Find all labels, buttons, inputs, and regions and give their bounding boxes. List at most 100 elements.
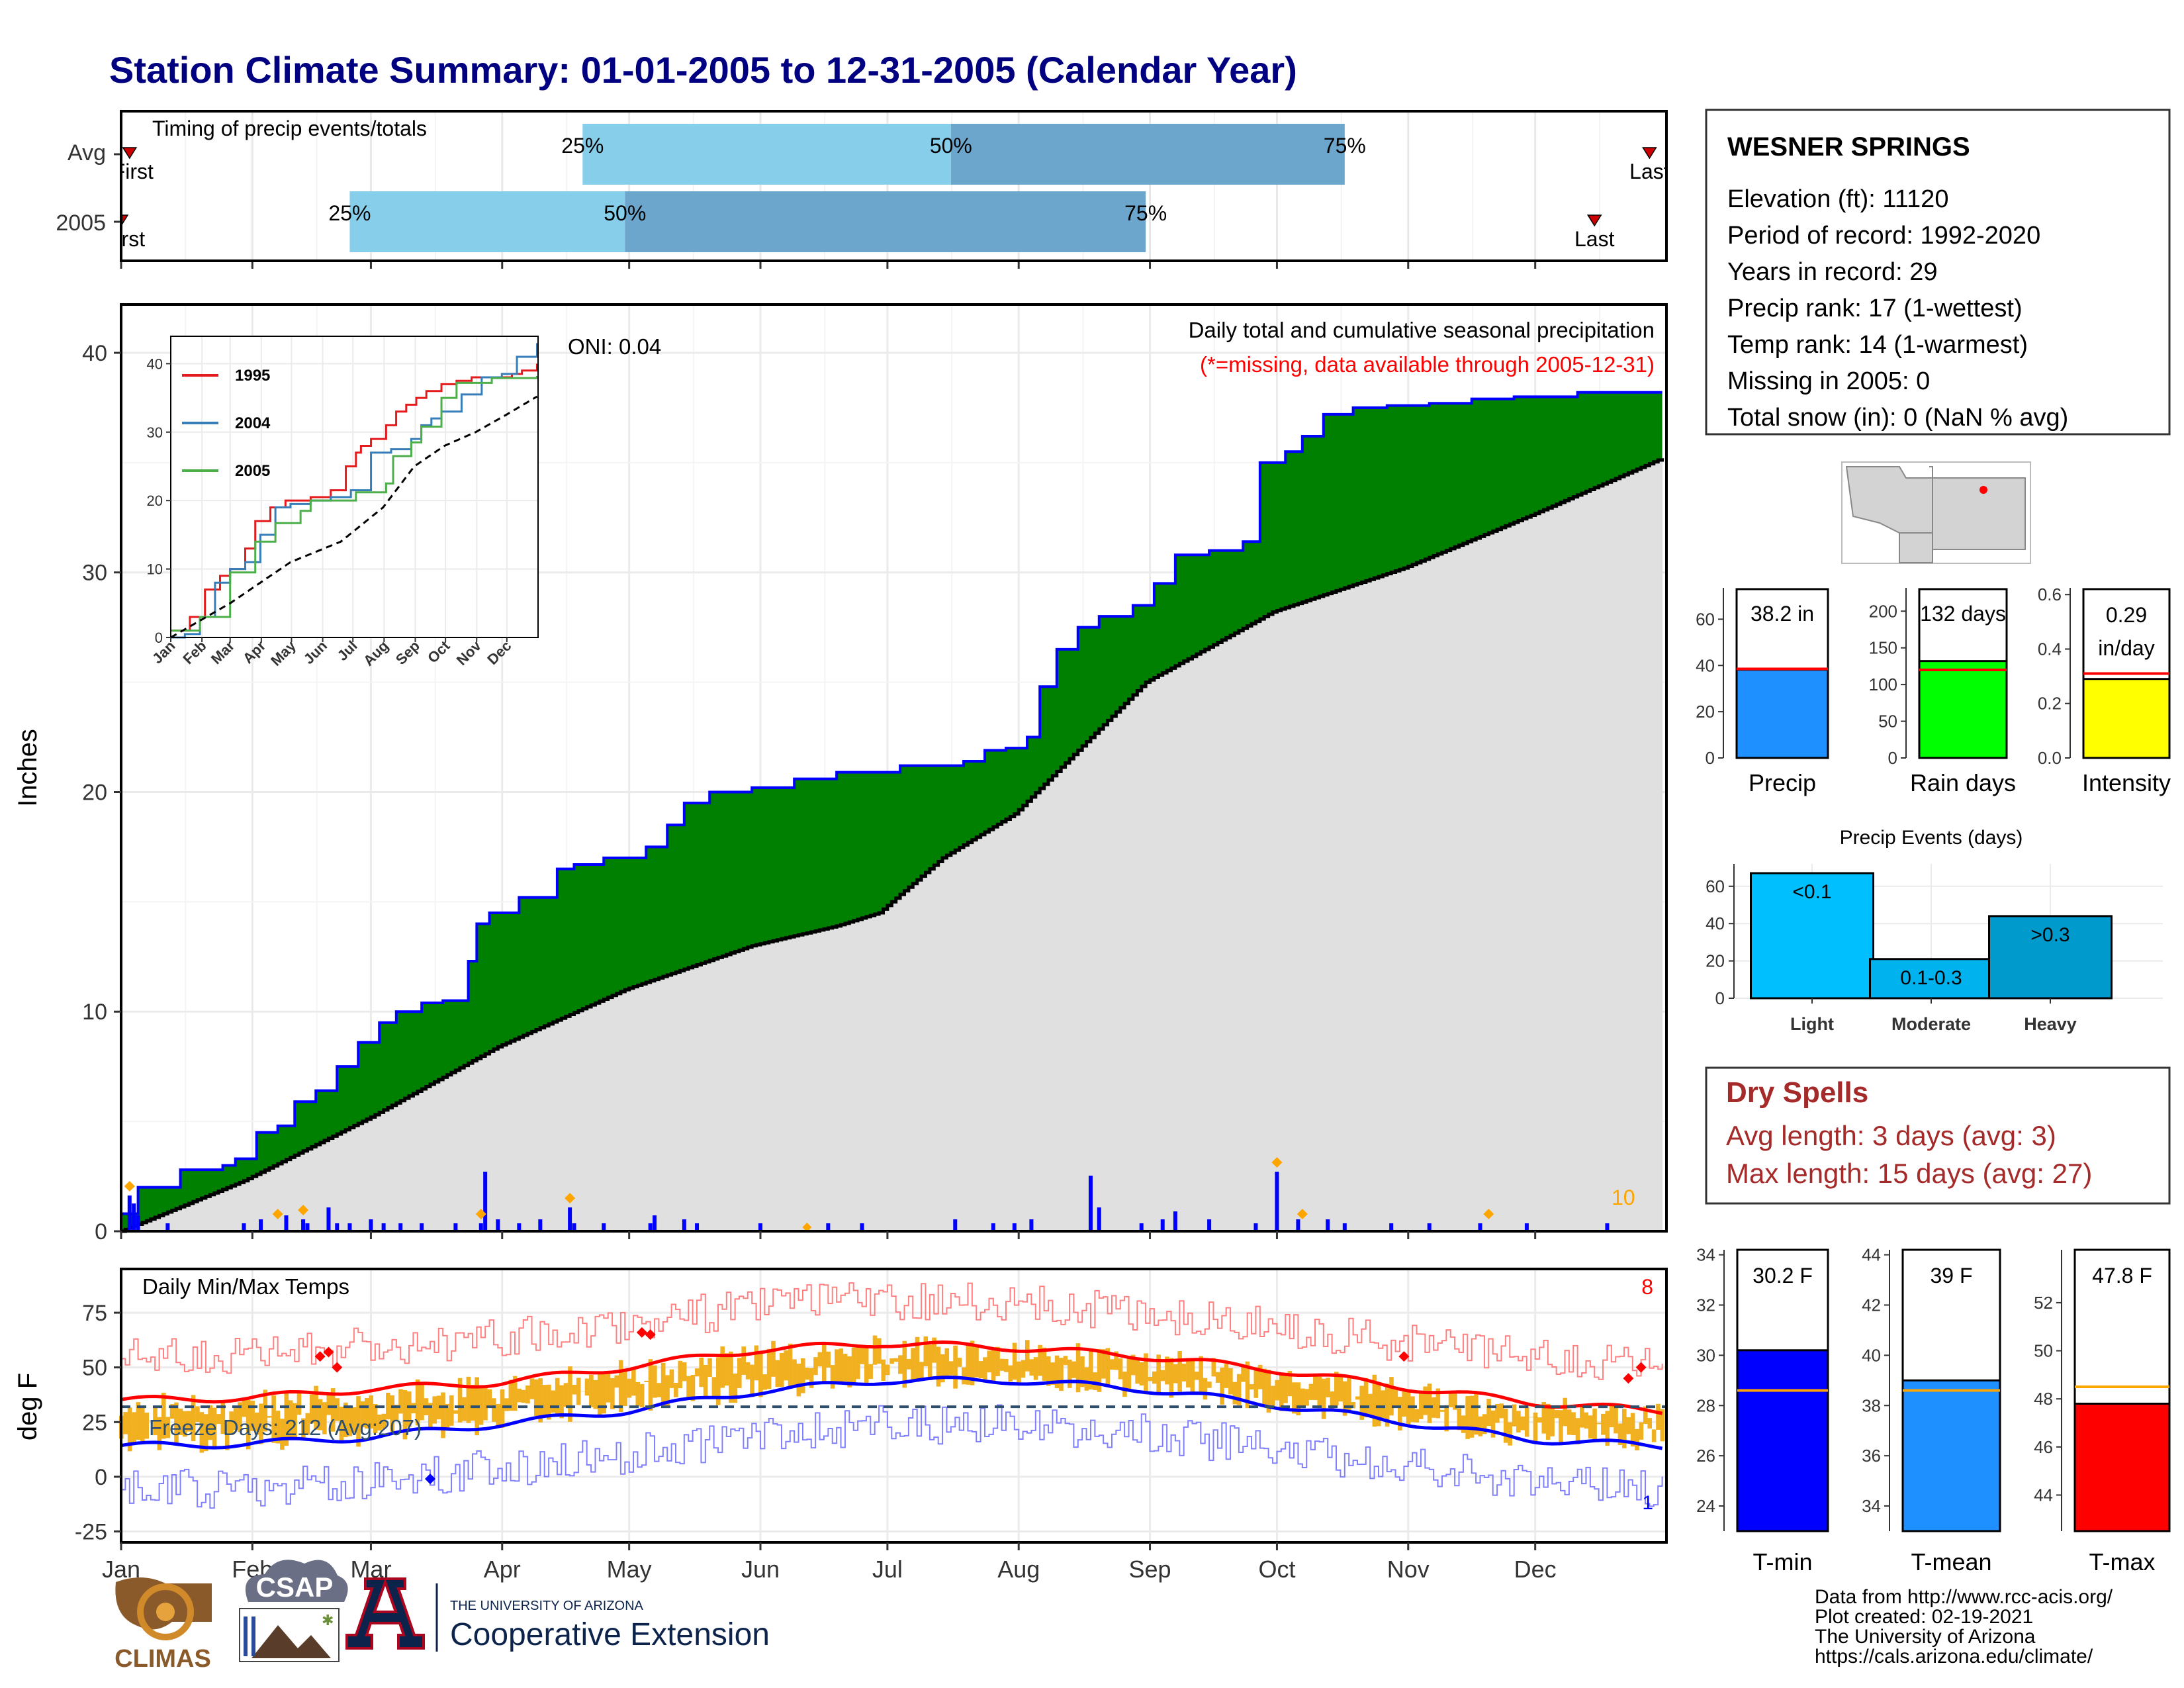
daily-temp-bar (157, 1417, 162, 1450)
summary-bar-value: 0.29 (2106, 603, 2147, 627)
daily-temp-bar (542, 1385, 547, 1418)
extreme-precip-marker (1483, 1209, 1494, 1219)
daily-precip-bar (398, 1223, 403, 1231)
daily-temp-bar (779, 1352, 784, 1387)
first-event-label: First (104, 227, 145, 251)
university-of-arizona-logo[interactable]: THE UNIVERSITY OF ARIZONA Cooperative Ex… (345, 1577, 770, 1652)
month-label: Nov (1387, 1556, 1430, 1583)
summary-y-tick-label: 0.0 (2038, 748, 2062, 768)
credits: Data from http://www.rcc-acis.org/ Plot … (1815, 1586, 2113, 1667)
summary-y-tick-label: 40 (1696, 655, 1715, 675)
daily-temp-bar (881, 1359, 886, 1382)
daily-temp-bar (678, 1360, 683, 1389)
summary-y-tick-label: 150 (1869, 638, 1897, 658)
dry-spells-avg: Avg length: 3 days (avg: 3) (1726, 1120, 2056, 1151)
events-y-tick-label: 0 (1715, 988, 1725, 1008)
daily-temp-bar (136, 1402, 141, 1440)
daily-temp-bar (512, 1376, 518, 1411)
csap-logo[interactable]: CSAP ✱ (239, 1560, 348, 1662)
daily-temp-bar (623, 1368, 627, 1407)
daily-precip-bar (136, 1215, 140, 1231)
daily-temp-bar (1465, 1396, 1470, 1439)
temp-y-axis-label: deg F (13, 1373, 42, 1440)
daily-temp-bar (182, 1411, 187, 1437)
daily-temp-bar (563, 1383, 569, 1407)
daily-temp-bar (407, 1391, 412, 1427)
daily-temp-bar (1478, 1416, 1483, 1436)
daily-temp-bar (1541, 1402, 1547, 1434)
inset-x-tick-label: Apr (240, 637, 269, 667)
daily-temp-bar (390, 1395, 395, 1432)
daily-precip-bar (648, 1223, 653, 1231)
daily-temp-bar (1084, 1367, 1089, 1391)
temp-summary-y-tick-label: 26 (1696, 1446, 1715, 1466)
temp-summary-y-tick-label: 52 (2034, 1293, 2053, 1313)
daily-temp-bar (275, 1411, 281, 1444)
dry-spells-title: Dry Spells (1726, 1076, 1868, 1109)
daily-temp-bar (1490, 1410, 1496, 1438)
credit-line-4: https://cals.arizona.edu/climate/ (1815, 1646, 2093, 1667)
temp-summary-y-tick-label: 48 (2034, 1389, 2053, 1409)
temperature-summary-bars: 24 26 28 30 32 34 30.2 F T-min 34 36 38 40 42 44 39 F T… (1696, 1245, 2171, 1575)
daily-temp-bar (415, 1379, 420, 1426)
daily-precip-bar (1427, 1223, 1432, 1231)
daily-temp-bar (250, 1401, 255, 1431)
extreme-precip-marker (1271, 1157, 1283, 1168)
events-bar-label: 0.1-0.3 (1900, 967, 1962, 989)
daily-temp-bar (1139, 1362, 1144, 1385)
daily-temp-bar (533, 1379, 539, 1416)
daily-temp-bar (369, 1395, 374, 1429)
daily-temp-bar (203, 1414, 208, 1452)
daily-temp-bar (741, 1346, 746, 1375)
daily-temp-bar (254, 1412, 259, 1435)
climas-logo[interactable]: CLIMAS (114, 1577, 212, 1673)
daily-precip-bar (242, 1223, 246, 1231)
cold-count-label: 1 (1642, 1492, 1653, 1514)
daily-temp-bar (758, 1353, 763, 1397)
daily-temp-bar (296, 1390, 302, 1415)
last-event-marker (1586, 214, 1602, 227)
temp-summary-y-tick-label: 44 (2034, 1485, 2053, 1505)
csap-logo-text: CSAP (256, 1571, 334, 1603)
daily-temp-bar (784, 1350, 788, 1381)
record-low-marker (425, 1474, 435, 1485)
daily-temp-bar (766, 1348, 772, 1389)
daily-temp-bar (1614, 1406, 1618, 1434)
daily-precip-bar (1326, 1219, 1330, 1231)
daily-precip-bar (1088, 1176, 1093, 1231)
daily-temp-bar (1338, 1376, 1343, 1402)
daily-temp-bar (330, 1388, 336, 1432)
daily-precip-bar (1139, 1223, 1144, 1231)
daily-temp-bar (635, 1382, 641, 1407)
daily-temp-bar (1347, 1375, 1351, 1412)
daily-temp-bar (1520, 1416, 1525, 1430)
events-bar-label: >0.3 (2030, 924, 2070, 946)
month-label: Aug (997, 1556, 1040, 1583)
inset-y-tick-label: 30 (147, 424, 163, 441)
daily-temp-bar (1215, 1372, 1220, 1383)
precip-panel-title: Daily total and cumulative seasonal prec… (1189, 318, 1655, 342)
daily-precip-bar (259, 1219, 263, 1231)
avg-min-temp-line (120, 1376, 1663, 1450)
daily-precip-bar (602, 1223, 606, 1231)
daily-temp-bar (335, 1398, 340, 1421)
daily-temp-bar (1067, 1359, 1072, 1388)
daily-temp-bar (860, 1346, 865, 1364)
daily-temp-bar (1495, 1403, 1500, 1423)
daily-temp-bar (1439, 1409, 1445, 1412)
daily-temp-bar (800, 1358, 805, 1393)
record-high-marker (1623, 1373, 1634, 1384)
daily-temp-bar (326, 1395, 332, 1415)
daily-temp-bar (775, 1360, 780, 1387)
month-label: Dec (1514, 1556, 1557, 1583)
daily-min-record-line (121, 1404, 1663, 1509)
summary-y-tick-label: 20 (1696, 702, 1715, 722)
daily-temp-bar (373, 1404, 378, 1434)
temp-summary-t-max: 44 46 48 50 52 47.8 F T-max (2034, 1248, 2171, 1575)
inset-y-tick-label: 40 (147, 355, 163, 372)
daily-temp-bar (347, 1407, 353, 1436)
daily-temp-bar (703, 1364, 708, 1398)
temp-summary-y-tick-label: 34 (1696, 1245, 1715, 1265)
daily-temp-bar (957, 1358, 962, 1367)
daily-temp-bar (906, 1358, 911, 1370)
